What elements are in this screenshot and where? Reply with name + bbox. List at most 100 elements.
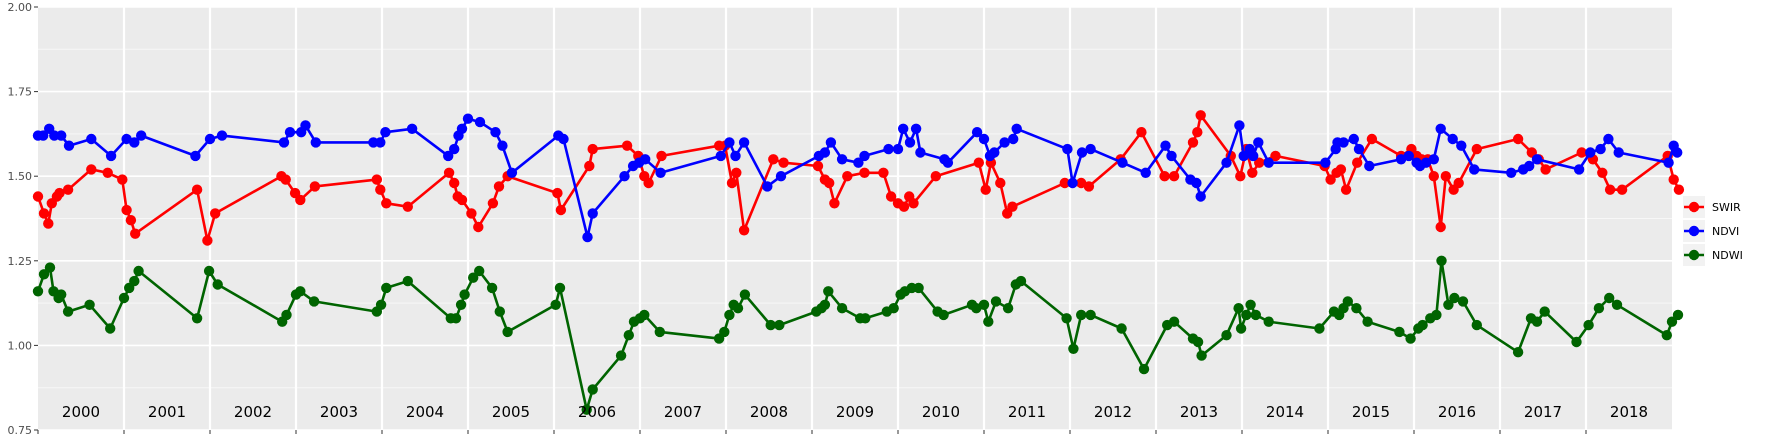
data-point-ndvi bbox=[989, 147, 1000, 158]
year-label: 2014 bbox=[1266, 403, 1304, 421]
data-point-ndvi bbox=[56, 130, 67, 141]
data-point-ndvi bbox=[898, 123, 909, 134]
data-point-ndwi bbox=[823, 286, 834, 297]
data-point-ndvi bbox=[1067, 177, 1078, 189]
y-tick-label: 1.00 bbox=[8, 339, 33, 352]
data-point-ndwi bbox=[62, 306, 74, 317]
year-label: 2003 bbox=[320, 403, 358, 421]
data-point-ndvi bbox=[1140, 167, 1151, 178]
data-point-swir bbox=[493, 181, 505, 192]
data-point-swir bbox=[473, 221, 484, 233]
data-point-ndwi bbox=[888, 303, 899, 314]
data-point-ndwi bbox=[1604, 292, 1615, 304]
data-point-ndwi bbox=[455, 299, 467, 310]
data-point-ndvi bbox=[1221, 157, 1232, 168]
data-point-ndwi bbox=[1672, 309, 1684, 321]
data-point-swir bbox=[191, 184, 203, 195]
data-point-swir bbox=[1616, 184, 1628, 195]
data-point-ndwi bbox=[913, 282, 924, 294]
data-point-ndwi bbox=[1138, 363, 1150, 375]
data-point-ndvi bbox=[1595, 143, 1606, 155]
data-point-ndvi bbox=[1348, 133, 1360, 145]
data-point-ndwi bbox=[375, 299, 387, 310]
data-point-ndwi bbox=[1061, 313, 1072, 324]
data-point-ndwi bbox=[133, 265, 144, 277]
data-point-ndwi bbox=[1666, 316, 1678, 327]
legend-marker-ndvi bbox=[1688, 225, 1700, 237]
data-point-ndwi bbox=[32, 286, 44, 297]
year-label: 2018 bbox=[1610, 403, 1648, 421]
data-point-ndvi bbox=[1524, 160, 1535, 172]
data-point-ndwi bbox=[978, 299, 990, 310]
year-label: 2007 bbox=[664, 403, 702, 421]
data-point-ndvi bbox=[474, 116, 486, 128]
data-point-ndwi bbox=[494, 306, 505, 317]
data-point-ndvi bbox=[284, 127, 296, 138]
data-point-ndvi bbox=[1420, 157, 1432, 168]
data-point-swir bbox=[1335, 164, 1347, 175]
data-point-swir bbox=[1597, 167, 1608, 178]
data-point-ndvi bbox=[715, 150, 726, 162]
data-point-ndvi bbox=[1191, 177, 1202, 189]
data-point-ndvi bbox=[1008, 133, 1019, 145]
data-point-ndwi bbox=[1314, 323, 1325, 334]
data-point-ndwi bbox=[1362, 316, 1373, 327]
data-point-swir bbox=[280, 174, 291, 185]
data-point-swir bbox=[32, 191, 44, 202]
data-point-swir bbox=[130, 228, 141, 239]
data-point-ndwi bbox=[84, 299, 95, 310]
data-point-ndvi bbox=[129, 137, 140, 148]
data-point-swir bbox=[1270, 150, 1281, 162]
data-point-ndwi bbox=[1192, 336, 1204, 348]
data-point-swir bbox=[102, 167, 113, 178]
data-point-ndvi bbox=[775, 171, 787, 182]
data-point-swir bbox=[38, 208, 50, 219]
legend-label-ndvi: NDVI bbox=[1712, 225, 1739, 238]
year-label: 2013 bbox=[1180, 403, 1218, 421]
data-point-swir bbox=[121, 204, 132, 216]
data-point-ndvi bbox=[1263, 157, 1274, 168]
data-point-swir bbox=[443, 167, 455, 178]
data-point-ndwi bbox=[1405, 333, 1416, 344]
data-point-swir bbox=[456, 194, 468, 206]
data-point-ndvi bbox=[904, 137, 916, 148]
data-point-ndwi bbox=[654, 326, 665, 338]
data-point-ndwi bbox=[719, 326, 730, 338]
year-label: 2001 bbox=[148, 403, 186, 421]
data-point-swir bbox=[1136, 127, 1147, 138]
data-point-swir bbox=[930, 171, 941, 182]
data-point-swir bbox=[973, 157, 984, 168]
data-point-swir bbox=[621, 140, 633, 151]
data-point-ndwi bbox=[1221, 330, 1232, 341]
data-point-ndwi bbox=[639, 309, 650, 321]
data-point-ndwi bbox=[990, 296, 1002, 307]
data-point-ndwi bbox=[1394, 326, 1405, 338]
data-point-ndwi bbox=[468, 272, 479, 283]
data-point-ndwi bbox=[502, 326, 513, 338]
data-point-ndwi bbox=[308, 296, 320, 307]
data-point-swir bbox=[1159, 171, 1170, 182]
data-point-swir bbox=[1007, 201, 1018, 212]
data-point-ndvi bbox=[497, 140, 508, 151]
data-point-ndwi bbox=[450, 313, 462, 324]
data-point-swir bbox=[1604, 184, 1616, 195]
data-point-swir bbox=[1083, 181, 1095, 192]
data-point-swir bbox=[125, 215, 137, 226]
data-point-swir bbox=[726, 177, 738, 189]
legend-marker-ndwi bbox=[1688, 249, 1700, 261]
data-point-swir bbox=[43, 218, 54, 229]
data-point-swir bbox=[1453, 177, 1464, 189]
data-point-swir bbox=[643, 177, 654, 189]
data-point-ndwi bbox=[212, 279, 223, 290]
data-point-swir bbox=[1471, 143, 1483, 155]
data-point-swir bbox=[62, 184, 74, 195]
data-point-ndvi bbox=[63, 140, 75, 151]
data-point-ndvi bbox=[619, 171, 630, 182]
data-point-swir bbox=[1428, 171, 1440, 182]
data-point-swir bbox=[1435, 221, 1446, 233]
data-point-ndwi bbox=[1661, 330, 1673, 341]
year-label: 2010 bbox=[922, 403, 960, 421]
data-point-swir bbox=[885, 191, 897, 202]
y-tick-label: 0.75 bbox=[8, 424, 33, 437]
data-point-ndwi bbox=[1571, 336, 1582, 348]
